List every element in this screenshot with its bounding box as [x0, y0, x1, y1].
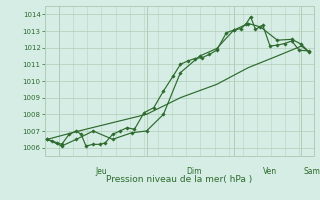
- Text: Jeu: Jeu: [96, 166, 108, 176]
- Text: Sam: Sam: [304, 166, 320, 176]
- X-axis label: Pression niveau de la mer( hPa ): Pression niveau de la mer( hPa ): [106, 175, 252, 184]
- Text: Ven: Ven: [263, 166, 277, 176]
- Text: Dim: Dim: [187, 166, 202, 176]
